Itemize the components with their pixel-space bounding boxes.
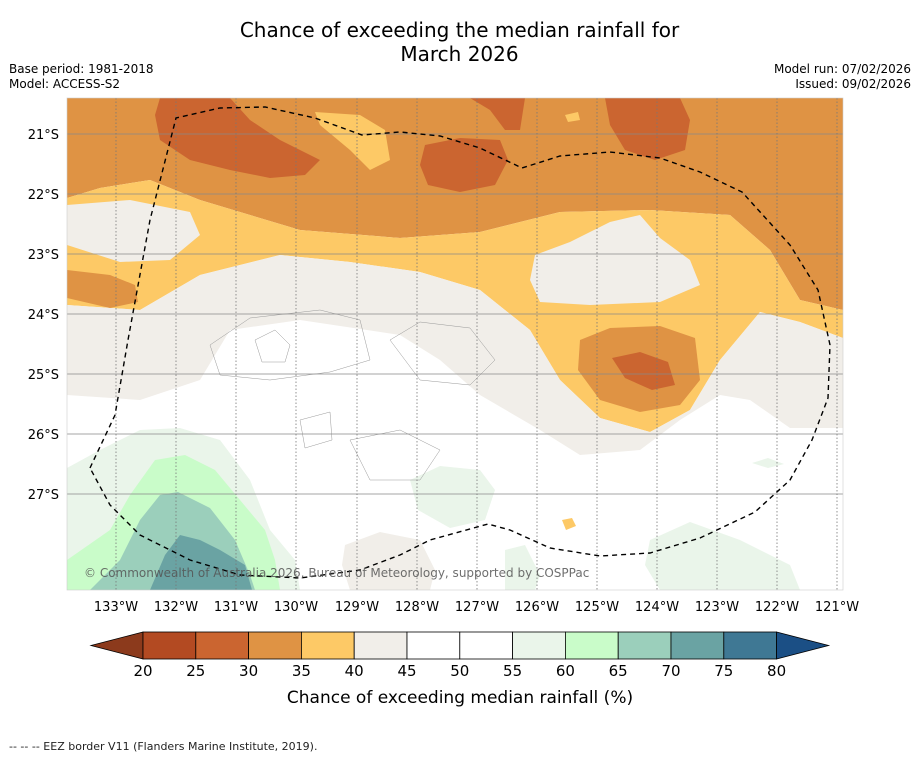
map-panel: © Commonwealth of Australia 2026, Bureau… xyxy=(67,98,843,590)
lon-label: 130°W xyxy=(274,600,318,615)
contour-line xyxy=(209,309,371,381)
colorbar-segment xyxy=(565,631,619,660)
eez-legend: -- -- -- EEZ border V11 (Flanders Marine… xyxy=(9,740,318,753)
contour-line xyxy=(389,321,496,386)
patch-30-35-west xyxy=(67,270,138,308)
info-left: Base period: 1981-2018 Model: ACCESS-S2 xyxy=(9,62,154,92)
patch-40-45-south xyxy=(342,532,435,590)
colorbar-segment xyxy=(353,631,408,660)
patch-25-30-top xyxy=(470,98,525,130)
patch-55-60-east xyxy=(645,522,800,590)
patch-25-30-northeast xyxy=(605,98,690,160)
patch-35-40-small xyxy=(565,112,580,122)
lon-label: 131°W xyxy=(214,600,258,615)
colorbar-segment xyxy=(300,631,355,660)
patch-25-30-center xyxy=(612,352,675,390)
patch-55-60-small xyxy=(752,458,784,468)
lat-label: 26°S xyxy=(28,428,59,443)
patch-25-30-northwest xyxy=(155,98,320,178)
base-period: Base period: 1981-2018 xyxy=(9,62,154,76)
model-run: Model run: 07/02/2026 xyxy=(773,62,911,76)
model-name: Model: ACCESS-S2 xyxy=(9,77,121,91)
colorbar-tick-label: 50 xyxy=(450,662,469,680)
lon-label: 129°W xyxy=(335,600,379,615)
eez-border xyxy=(89,106,831,579)
colorbar-over-arrow xyxy=(776,631,831,660)
lon-label: 124°W xyxy=(635,600,679,615)
lat-label: 24°S xyxy=(28,308,59,323)
lon-label: 121°W xyxy=(815,600,859,615)
colorbar-tick-label: 40 xyxy=(345,662,364,680)
colorbar-under-arrow xyxy=(89,631,144,660)
colorbar-segment xyxy=(195,631,250,660)
colorbar-segment xyxy=(723,631,777,660)
colorbar-segment xyxy=(670,631,725,660)
lon-label: 132°W xyxy=(154,600,198,615)
patch-25-30-north xyxy=(420,138,508,192)
lon-label: 125°W xyxy=(575,600,619,615)
patch-35-40-north xyxy=(315,112,390,170)
colorbar-segment xyxy=(142,631,197,660)
band-40-45 xyxy=(67,255,843,455)
patch-55-60-southcenter xyxy=(505,545,540,590)
colorbar-tick-label: 20 xyxy=(133,662,152,680)
lat-label: 22°S xyxy=(28,188,59,203)
colorbar-tick-label: 55 xyxy=(503,662,522,680)
lat-gridlines xyxy=(67,133,843,495)
map-copyright: © Commonwealth of Australia 2026, Bureau… xyxy=(84,566,589,580)
colorbar-segment xyxy=(248,631,302,660)
colorbar-tick-label: 45 xyxy=(397,662,416,680)
patch-55-60-center xyxy=(410,466,495,528)
colorbar-label: Chance of exceeding median rainfall (%) xyxy=(287,688,633,708)
colorbar-tick-label: 35 xyxy=(292,662,311,680)
lon-label: 127°W xyxy=(455,600,499,615)
lon-label: 133°W xyxy=(94,600,138,615)
colorbar-tick-label: 80 xyxy=(767,662,786,680)
colorbar-tick-label: 65 xyxy=(609,662,628,680)
lon-label: 128°W xyxy=(395,600,439,615)
band-70-75 xyxy=(150,535,252,590)
lon-label: 126°W xyxy=(515,600,559,615)
lon-label: 123°W xyxy=(695,600,739,615)
contour-line xyxy=(349,429,441,481)
patch-35-40-south xyxy=(562,518,576,530)
patch-40-45-center xyxy=(530,215,700,305)
lon-label: 122°W xyxy=(755,600,799,615)
colorbar: 20 25 30 35 40 45 50 55 60 65 70 75 80 xyxy=(89,631,831,680)
lon-labels: 133°W 132°W 131°W 130°W 129°W 128°W 127°… xyxy=(94,600,859,615)
colorbar-tick-label: 25 xyxy=(186,662,205,680)
colorbar-tick-label: 70 xyxy=(661,662,680,680)
colorbar-segment xyxy=(512,631,566,660)
map-frame xyxy=(66,97,844,591)
lat-label: 23°S xyxy=(28,248,59,263)
contour-line xyxy=(299,411,333,449)
lon-gridlines xyxy=(115,98,838,590)
colorbar-tick-label: 60 xyxy=(556,662,575,680)
patch-40-45-north xyxy=(67,200,200,262)
info-right: Model run: 07/02/2026 Issued: 09/02/2026 xyxy=(774,62,911,92)
lat-label: 25°S xyxy=(28,368,59,383)
colorbar-tick-label: 30 xyxy=(239,662,258,680)
colorbar-segment xyxy=(617,631,672,660)
chart-title: Chance of exceeding the median rainfall … xyxy=(0,18,919,66)
title-line-1: Chance of exceeding the median rainfall … xyxy=(239,18,680,42)
colorbar-tick-label: 75 xyxy=(714,662,733,680)
issued-date: Issued: 09/02/2026 xyxy=(795,77,911,91)
lat-label: 27°S xyxy=(28,488,59,503)
lat-labels: 21°S 22°S 23°S 24°S 25°S 26°S 27°S xyxy=(28,128,59,503)
colorbar-segment xyxy=(406,631,461,660)
lat-label: 21°S xyxy=(28,128,59,143)
contour-line xyxy=(254,329,291,363)
title-line-2: March 2026 xyxy=(400,42,519,66)
colorbar-segment xyxy=(459,631,513,660)
